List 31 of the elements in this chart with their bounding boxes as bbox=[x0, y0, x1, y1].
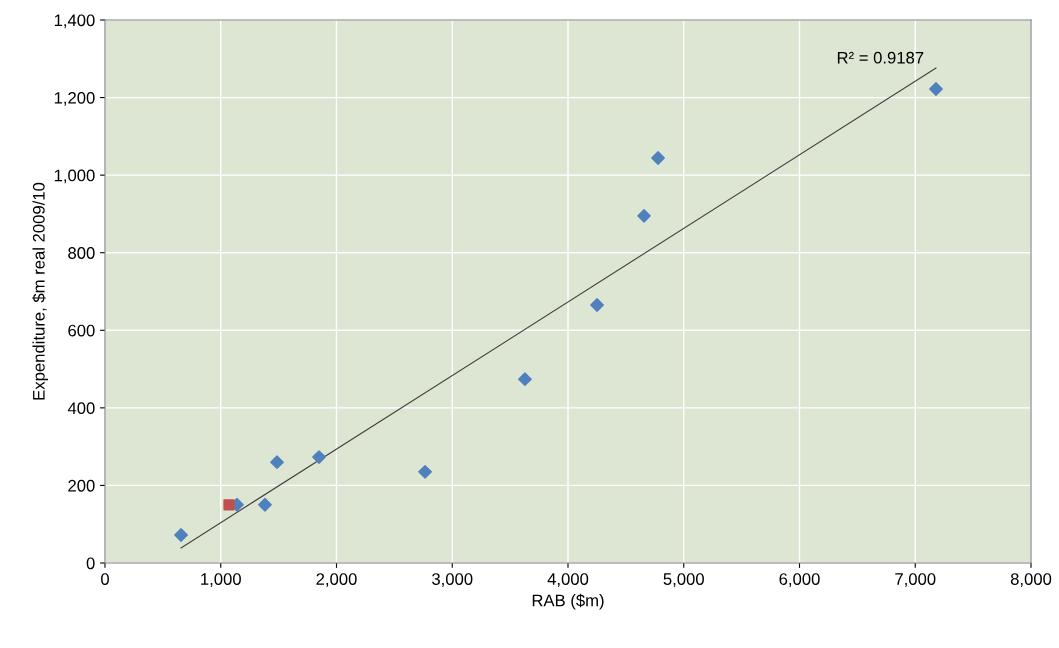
point bbox=[270, 455, 284, 470]
y-axis-title: Expenditure, $m real 2009/10 bbox=[32, 182, 49, 400]
x-tick-label: 7,000 bbox=[895, 573, 936, 587]
x-tick-label: 3,000 bbox=[432, 573, 473, 587]
y-tick-label: 1,000 bbox=[54, 169, 95, 184]
annotation: R² = 0.9187 bbox=[837, 51, 924, 64]
y-tick-label: 1,200 bbox=[54, 91, 95, 106]
y-tick-label: 1,400 bbox=[54, 14, 95, 29]
point bbox=[590, 298, 604, 312]
y-tick-label: 200 bbox=[68, 479, 95, 492]
point bbox=[312, 450, 326, 465]
x-tick-label: 2,000 bbox=[316, 573, 357, 587]
x-tick-label: 1,000 bbox=[201, 573, 241, 587]
x-tick-label: 8,000 bbox=[1010, 573, 1052, 587]
point bbox=[174, 528, 188, 542]
y-tick-label: 800 bbox=[68, 247, 95, 259]
point bbox=[929, 82, 943, 96]
point bbox=[223, 499, 235, 511]
y-tick-label: 0 bbox=[86, 557, 95, 570]
x-tick-label: 0 bbox=[101, 573, 109, 585]
point bbox=[637, 208, 651, 223]
point bbox=[258, 497, 272, 512]
x-tick-label: 4,000 bbox=[547, 573, 589, 587]
x-axis-title: RAB ($m) bbox=[532, 593, 604, 610]
x-tick-label: 6,000 bbox=[779, 573, 820, 587]
point bbox=[518, 372, 532, 387]
point bbox=[418, 464, 432, 479]
x-tick-label: 5,000 bbox=[663, 573, 704, 587]
y-tick-label: 400 bbox=[67, 402, 95, 415]
point bbox=[651, 151, 665, 165]
y-tick-label: 600 bbox=[68, 324, 95, 337]
